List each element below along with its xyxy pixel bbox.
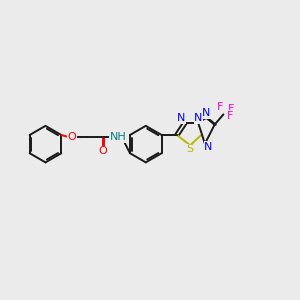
Text: N: N	[177, 113, 185, 124]
Text: N: N	[194, 113, 202, 123]
Text: S: S	[187, 144, 194, 154]
Text: N: N	[204, 142, 213, 152]
Text: F: F	[227, 111, 233, 121]
Text: N: N	[202, 109, 211, 118]
Text: O: O	[68, 132, 76, 142]
Text: O: O	[98, 146, 107, 157]
Text: NH: NH	[110, 132, 126, 142]
Text: F: F	[228, 104, 234, 114]
Text: F: F	[217, 102, 224, 112]
